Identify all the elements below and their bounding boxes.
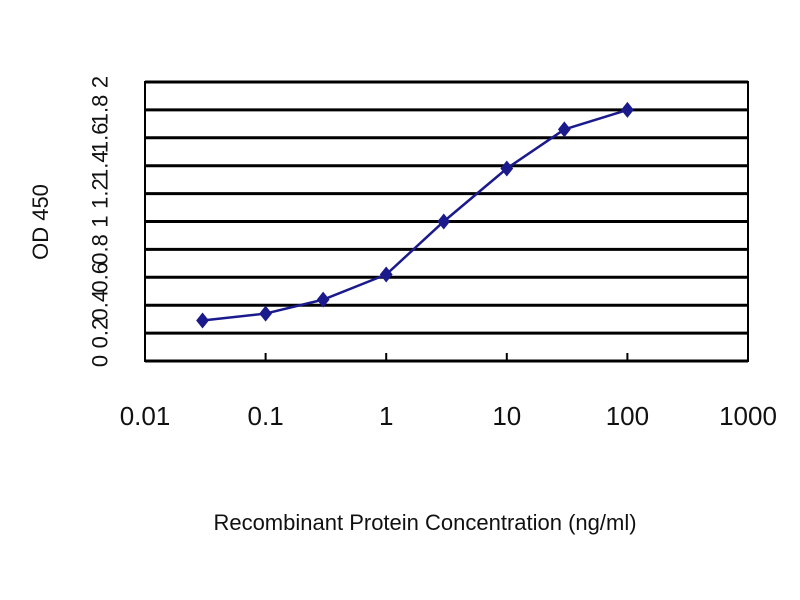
x-ticks: 0.01 0.1 1 10 100 1000 [120,353,777,431]
data-point [621,101,634,118]
data-point [196,312,209,329]
plot-area [144,81,749,362]
y-tick-label: 1.2 [88,178,113,209]
y-tick-label: 1.8 [88,95,113,126]
data-point [437,213,451,230]
y-tick-label: 1.6 [88,123,113,154]
x-tick-label: 1000 [719,401,777,431]
data-point [500,160,514,177]
y-tick-label: 0.6 [88,262,113,293]
y-ticks: 0 0.20.40.60.8 1 1.21.41.61.8 2 [88,76,113,367]
x-tick-label: 0.1 [248,401,284,431]
y-tick-label: 0.4 [88,290,113,321]
series-line [202,108,628,322]
x-tick-label: 0.01 [120,401,171,431]
x-tick-label: 10 [492,401,521,431]
data-point [259,305,272,322]
x-tick-label: 1 [379,401,393,431]
x-tick-label: 100 [606,401,649,431]
y-tick-label: 2 [88,76,113,88]
data-point [316,291,330,308]
y-tick-label: 1 [88,215,113,227]
y-tick-label: 0.2 [88,318,113,349]
y-tick-label: 0.8 [88,234,113,265]
data-point [379,266,393,283]
y-axis-label: OD 450 [28,184,53,260]
y-tick-label: 1.4 [88,150,113,181]
series [196,101,634,329]
y-tick-label: 0 [88,355,113,367]
data-point [557,121,571,138]
x-axis-label: Recombinant Protein Concentration (ng/ml… [213,510,636,535]
